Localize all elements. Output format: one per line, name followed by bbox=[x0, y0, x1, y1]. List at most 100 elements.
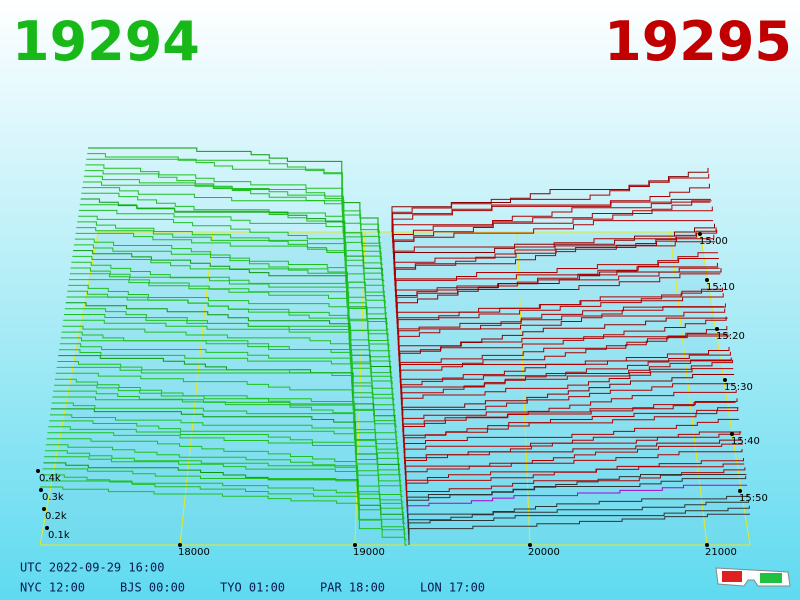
time-label: 15:10 bbox=[706, 282, 735, 293]
ask-depth-line bbox=[407, 493, 749, 529]
bid-depth-line bbox=[79, 204, 385, 287]
price-tick bbox=[353, 543, 357, 547]
bid-depth-line bbox=[54, 384, 400, 454]
bid-depth-line bbox=[45, 450, 405, 514]
city-clock: LON 17:00 bbox=[420, 581, 485, 595]
bid-depth-line bbox=[86, 158, 381, 244]
city-clock: PAR 18:00 bbox=[320, 581, 385, 595]
ask-depth-line bbox=[394, 223, 715, 281]
utc-time: UTC 2022-09-29 16:00 bbox=[20, 561, 165, 575]
bid-depth-line bbox=[73, 244, 388, 325]
3d-glasses-icon bbox=[715, 567, 791, 587]
bid-depth-line bbox=[59, 349, 397, 422]
bid-depth-line bbox=[62, 325, 395, 400]
bid-depth-line bbox=[47, 432, 403, 497]
bid-depth-line bbox=[54, 378, 399, 449]
ask-depth-line bbox=[400, 351, 731, 400]
bid-depth-line bbox=[83, 181, 383, 265]
ask-depth-line bbox=[400, 357, 732, 405]
ask-depth-line bbox=[391, 167, 709, 232]
bid-depth-line bbox=[78, 215, 386, 298]
bid-depth-line bbox=[46, 438, 404, 503]
bid-depth-line bbox=[72, 255, 389, 335]
ask-depth-line bbox=[408, 513, 750, 545]
ask-depth-line bbox=[401, 359, 734, 416]
time-tick bbox=[705, 278, 709, 282]
depth-tick bbox=[45, 526, 49, 530]
ask-depth-line bbox=[408, 505, 750, 540]
time-tick bbox=[698, 232, 702, 236]
ask-depth-line bbox=[400, 335, 730, 394]
price-label: 20000 bbox=[528, 547, 560, 558]
price-tick bbox=[178, 543, 182, 547]
bid-depth-line bbox=[60, 337, 396, 411]
time-tick bbox=[738, 489, 742, 493]
time-label: 15:50 bbox=[739, 493, 768, 504]
city-clock: BJS 00:00 bbox=[120, 581, 185, 595]
ask-depth-line bbox=[402, 383, 735, 432]
ask-depth-line bbox=[399, 317, 728, 378]
bid-depth-line bbox=[57, 361, 398, 433]
ask-depth-line bbox=[402, 389, 737, 443]
world-clocks: NYC 12:00 BJS 00:00 TYO 01:00 PAR 18:00 LON … bbox=[20, 581, 485, 595]
ask-depth-line bbox=[406, 467, 746, 508]
time-tick bbox=[715, 327, 719, 331]
ask-depth-line bbox=[399, 333, 729, 384]
bid-depth-line bbox=[85, 164, 382, 249]
bid-depth-line bbox=[53, 390, 400, 460]
ask-depth-line bbox=[393, 234, 715, 276]
time-label: 15:40 bbox=[731, 436, 760, 447]
ask-price: 19295 bbox=[604, 10, 792, 73]
bid-depth-line bbox=[51, 402, 401, 470]
time-label: 15:00 bbox=[699, 236, 728, 247]
ask-depth-line bbox=[395, 262, 718, 303]
ask-depth-line bbox=[402, 401, 736, 438]
ask-depth-line bbox=[405, 443, 743, 491]
bid-depth-line bbox=[73, 250, 389, 330]
bid-depth-line bbox=[44, 456, 405, 519]
ask-depth-line bbox=[397, 293, 724, 346]
depth-label: 0.1k bbox=[48, 530, 70, 541]
bid-depth-line bbox=[52, 396, 400, 465]
price-grid-line bbox=[179, 231, 214, 546]
bid-depth-line bbox=[66, 296, 393, 373]
bid-depth-line bbox=[74, 238, 388, 319]
ask-depth-line bbox=[391, 173, 710, 238]
ask-depth-line bbox=[396, 268, 722, 330]
bid-depth-line bbox=[78, 209, 386, 292]
ask-depth-line bbox=[401, 368, 734, 421]
ask-depth-line bbox=[406, 463, 745, 502]
bid-depth-line bbox=[56, 366, 398, 438]
price-tick bbox=[528, 543, 532, 547]
ask-depth-line bbox=[393, 220, 714, 270]
bid-depth-line bbox=[63, 319, 394, 395]
city-clock: NYC 12:00 bbox=[20, 581, 85, 595]
depth-label: 0.3k bbox=[42, 492, 64, 503]
bid-depth-line bbox=[68, 284, 392, 362]
ask-depth-line bbox=[407, 484, 748, 524]
bid-depth-line bbox=[75, 232, 387, 314]
depth-tick bbox=[42, 507, 46, 511]
ask-depth-line bbox=[392, 201, 711, 249]
bid-depth-line bbox=[45, 444, 404, 508]
ask-depth-line bbox=[395, 252, 719, 308]
bid-depth-line bbox=[83, 175, 383, 260]
bid-depth-line bbox=[88, 147, 380, 233]
bid-depth-line bbox=[40, 480, 407, 541]
time-label: 15:30 bbox=[724, 382, 753, 393]
bid-depth-line bbox=[64, 314, 394, 389]
depth-tick bbox=[36, 469, 40, 473]
time-tick bbox=[723, 378, 727, 382]
price-label: 21000 bbox=[705, 547, 737, 558]
bid-depth-line bbox=[55, 372, 399, 443]
depth-surface bbox=[40, 147, 750, 546]
ask-depth-line bbox=[407, 499, 750, 535]
bid-depth-line bbox=[50, 408, 401, 476]
ask-depth-line bbox=[404, 418, 740, 465]
bid-depth-line bbox=[80, 198, 385, 282]
ask-depth-line bbox=[405, 431, 742, 481]
ask-depth-line bbox=[398, 303, 726, 362]
bid-depth-line bbox=[69, 279, 391, 357]
ask-depth-line bbox=[403, 398, 738, 448]
